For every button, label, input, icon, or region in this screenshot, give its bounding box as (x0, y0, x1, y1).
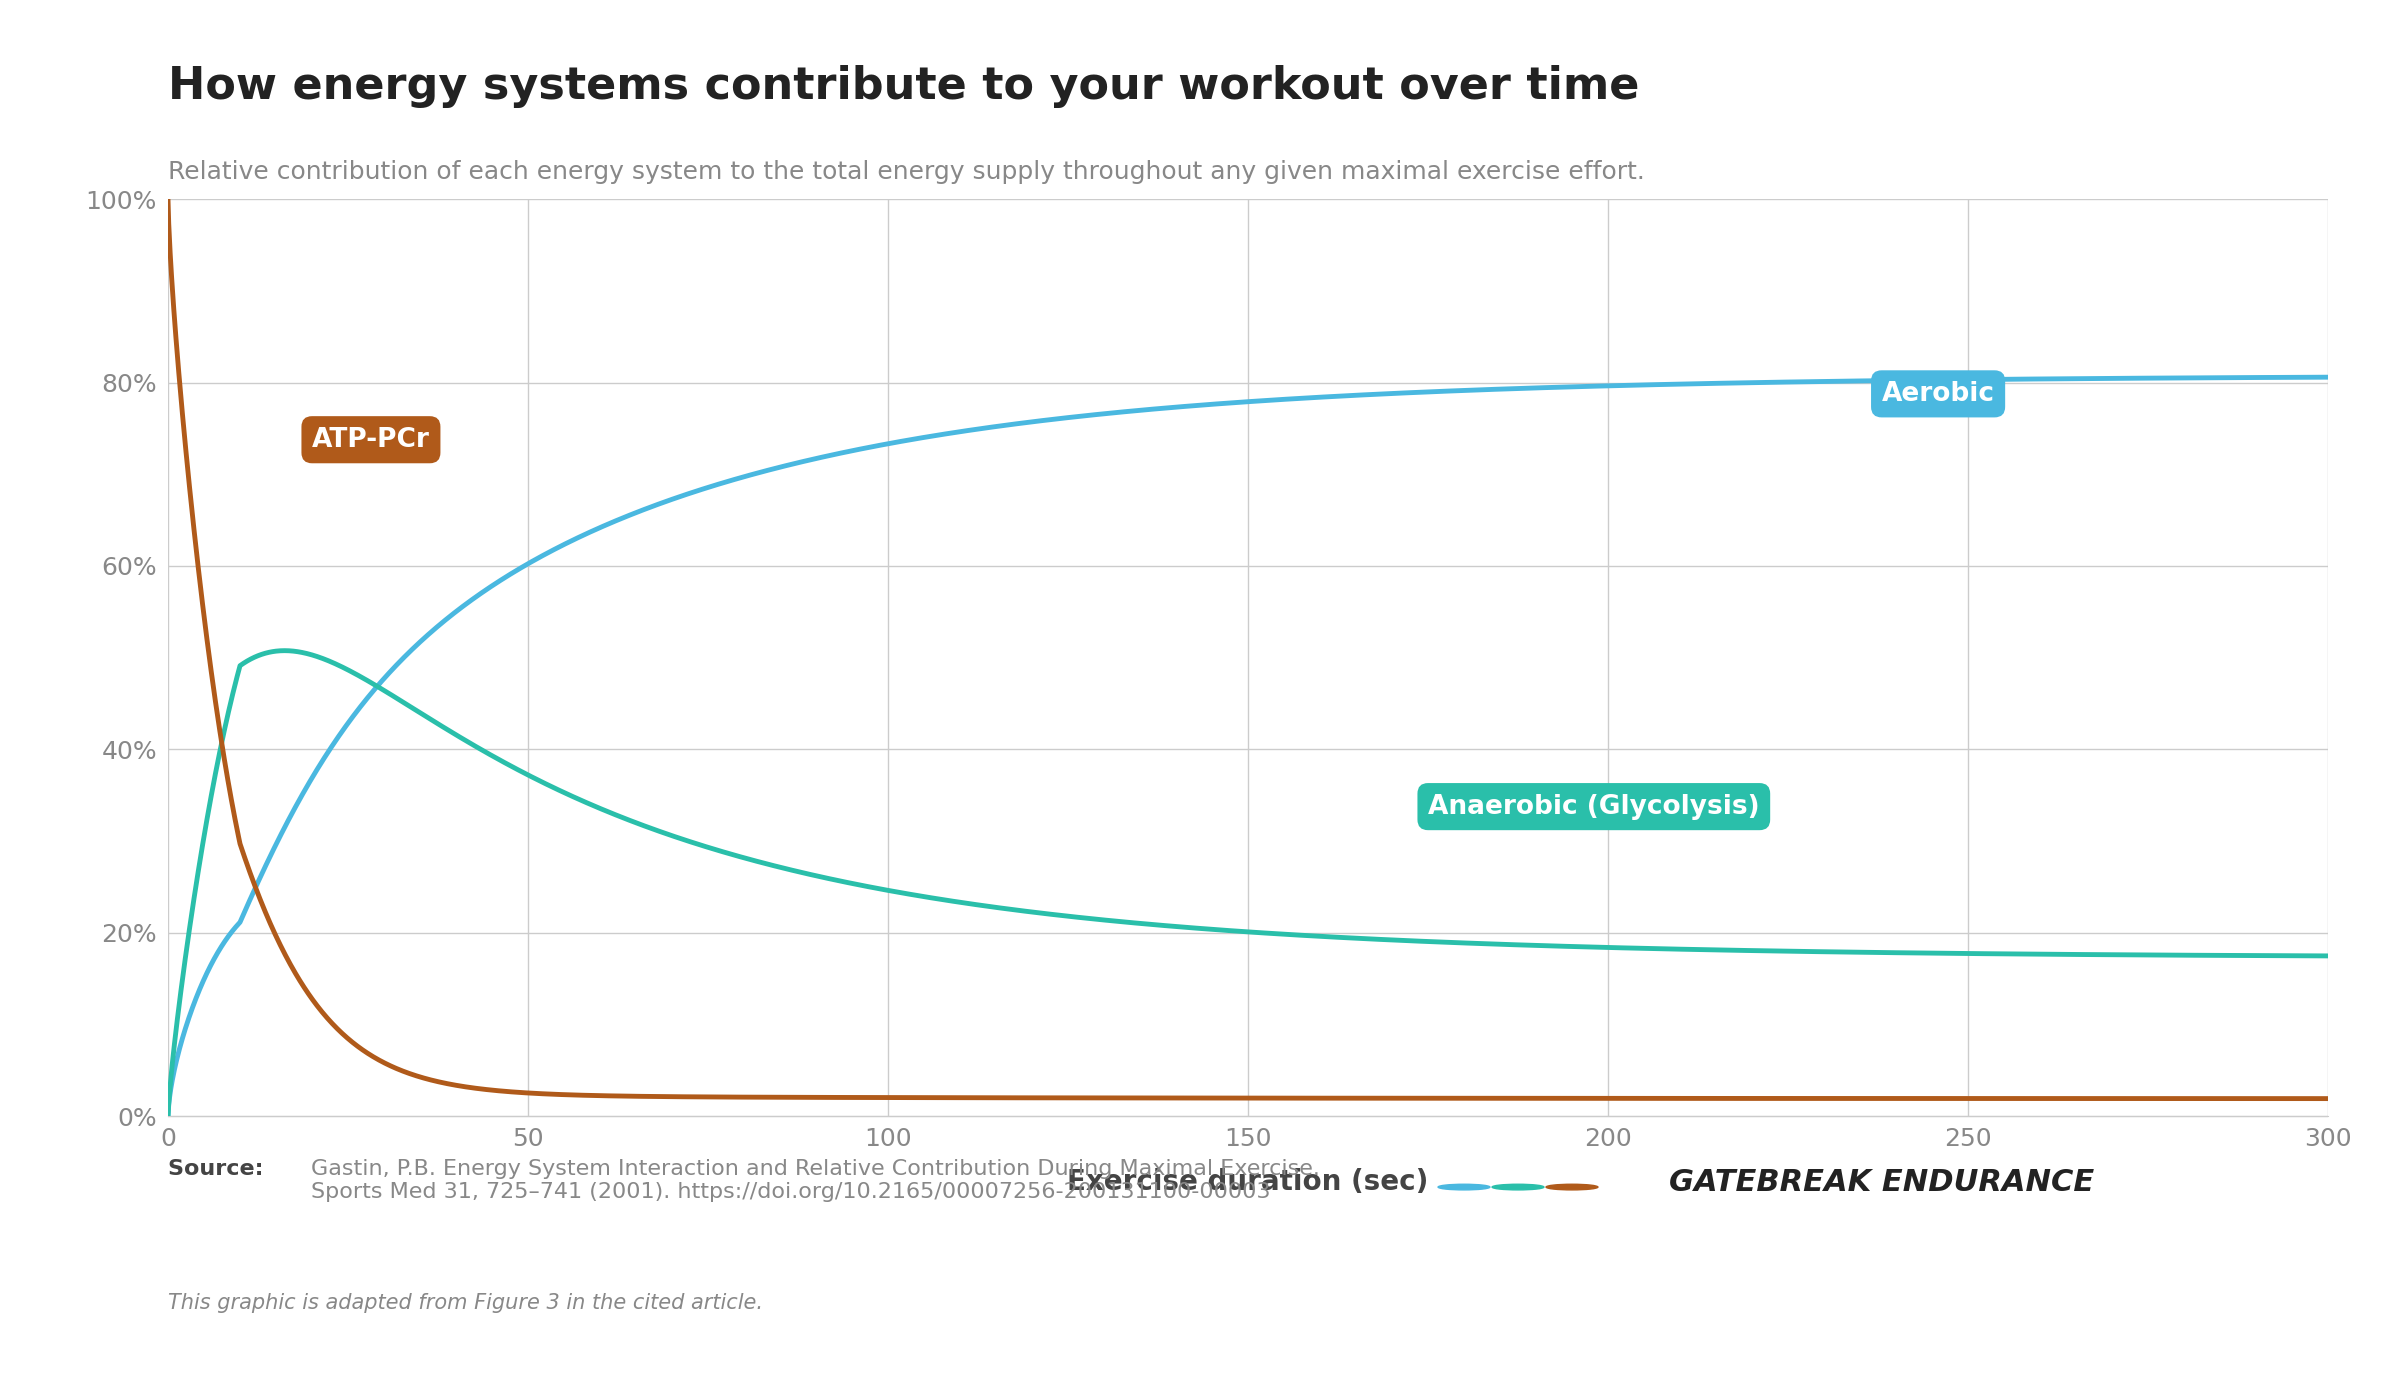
Text: ATP-PCr: ATP-PCr (312, 427, 430, 453)
Text: Anaerobic (Glycolysis): Anaerobic (Glycolysis) (1428, 793, 1759, 820)
Circle shape (1438, 1185, 1490, 1190)
X-axis label: Exercise duration (sec): Exercise duration (sec) (1068, 1168, 1428, 1196)
Text: Relative contribution of each energy system to the total energy supply throughou: Relative contribution of each energy sys… (168, 160, 1644, 184)
Text: This graphic is adapted from Figure 3 in the cited article.: This graphic is adapted from Figure 3 in… (168, 1294, 763, 1313)
Text: Aerobic: Aerobic (1882, 381, 1994, 407)
Circle shape (1493, 1185, 1543, 1190)
Text: Source:: Source: (168, 1158, 271, 1179)
Circle shape (1546, 1185, 1598, 1190)
Text: GATEBREAK ENDURANCE: GATEBREAK ENDURANCE (1670, 1168, 2095, 1197)
Text: How energy systems contribute to your workout over time: How energy systems contribute to your wo… (168, 66, 1639, 109)
Text: Gastin, P.B. Energy System Interaction and Relative Contribution During Maximal : Gastin, P.B. Energy System Interaction a… (310, 1158, 1320, 1202)
